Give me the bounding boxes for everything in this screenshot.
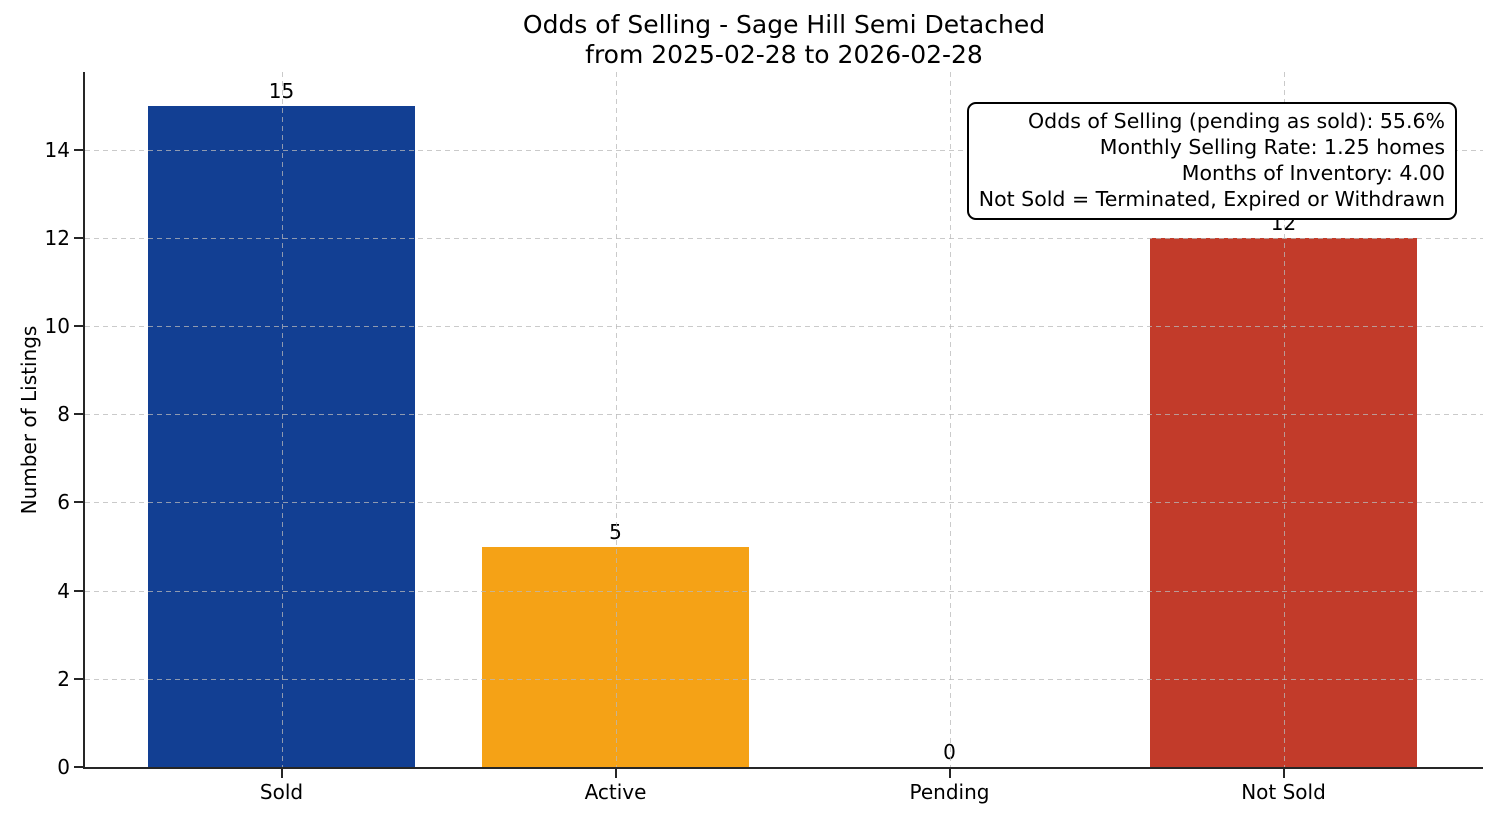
- y-tick-8: [74, 413, 83, 416]
- plot-area: 15 5 0 12: [85, 72, 1483, 767]
- y-tick-label-12: 12: [44, 225, 70, 250]
- y-tick-10: [74, 325, 83, 327]
- x-tick-not-sold: [1282, 769, 1285, 778]
- annotation-line-monthly-rate: Monthly Selling Rate: 1.25 homes: [1099, 135, 1445, 159]
- x-axis-spine: [83, 767, 1483, 769]
- x-tick-pending: [948, 769, 951, 778]
- bar-value-label-pending: 0: [943, 740, 956, 764]
- annotation-line-odds: Odds of Selling (pending as sold): 55.6%: [1028, 109, 1445, 133]
- x-tick-label-sold: Sold: [259, 780, 304, 804]
- chart-subtitle: from 2025-02-28 to 2026-02-28: [585, 40, 983, 69]
- y-tick-label-14: 14: [44, 137, 70, 162]
- y-tick-label-10: 10: [44, 314, 70, 338]
- y-tick-6: [74, 501, 83, 504]
- annotation-line-not-sold-note: Not Sold = Terminated, Expired or Withdr…: [978, 187, 1445, 211]
- y-tick-label-8: 8: [57, 402, 70, 427]
- chart-title-block: Odds of Selling - Sage Hill Semi Detache…: [85, 10, 1483, 70]
- bar-active: [482, 546, 749, 767]
- bar-not-sold: [1150, 237, 1417, 767]
- bar-value-label-sold: 15: [268, 78, 295, 103]
- annotation-box: Odds of Selling (pending as sold): 55.6%…: [966, 102, 1457, 220]
- x-tick-active: [614, 769, 617, 778]
- y-tick-4: [74, 589, 83, 592]
- y-tick-14: [74, 148, 83, 151]
- y-tick-label-2: 2: [57, 666, 70, 691]
- x-tick-label-active: Active: [584, 780, 647, 804]
- y-tick-12: [74, 236, 83, 239]
- y-axis-spine: [83, 72, 85, 769]
- x-tick-label-not-sold: Not Sold: [1241, 780, 1326, 804]
- bar-sold: [148, 105, 415, 767]
- chart-title: Odds of Selling - Sage Hill Semi Detache…: [522, 10, 1046, 39]
- y-tick-2: [74, 677, 83, 680]
- x-tick-label-pending: Pending: [909, 780, 990, 804]
- y-tick-label-6: 6: [57, 490, 70, 515]
- bar-value-label-active: 5: [609, 519, 622, 544]
- annotation-line-inventory: Months of Inventory: 4.00: [1181, 161, 1445, 185]
- x-tick-sold: [280, 769, 283, 778]
- y-tick-label-4: 4: [57, 578, 70, 603]
- y-tick-0: [74, 766, 83, 768]
- y-tick-label-0: 0: [57, 755, 70, 779]
